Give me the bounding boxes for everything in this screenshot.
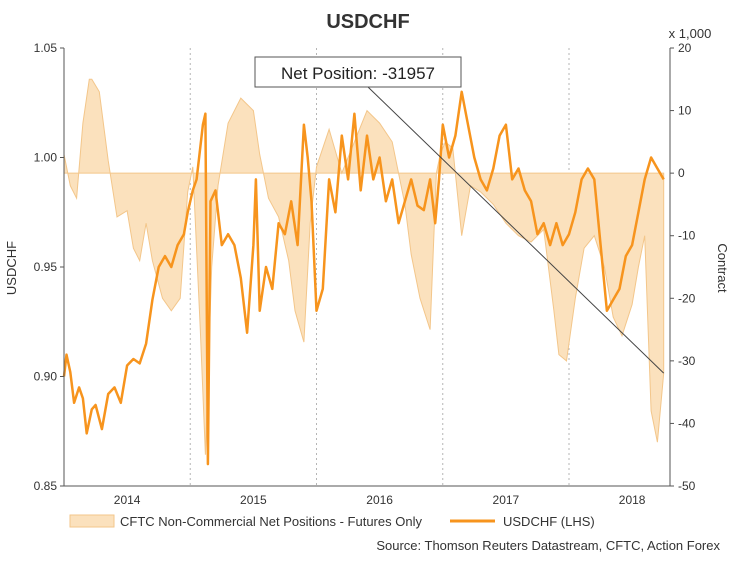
x-tick-label: 2014: [114, 493, 141, 507]
left-tick-label: 0.95: [34, 260, 58, 274]
chart-title: USDCHF: [326, 11, 409, 33]
left-tick-label: 0.90: [34, 370, 58, 384]
annotation-box: [254, 56, 462, 88]
right-axis-label: Contract: [715, 243, 730, 293]
annotation-text: Net Position: -31957: [281, 64, 435, 83]
gridlines: [189, 48, 570, 486]
right-tick-label: -40: [678, 416, 696, 430]
legend: CFTC Non-Commercial Net Positions - Futu…: [69, 514, 595, 529]
legend-area-label: CFTC Non-Commercial Net Positions - Futu…: [120, 514, 422, 529]
right-axis-unit: x 1,000: [669, 26, 712, 41]
net-positions-area-path: [63, 78, 665, 455]
left-axis-label: USDCHF: [4, 241, 19, 295]
usdchf-line: [62, 90, 665, 466]
net-positions-area: [63, 78, 665, 455]
x-tick-label: 2017: [493, 493, 520, 507]
x-tick-label: 2015: [240, 493, 267, 507]
x-tick-label: 2016: [366, 493, 393, 507]
annotation: Net Position: -31957: [254, 56, 665, 374]
annotation-pointer: [367, 86, 665, 374]
right-tick-label: 20: [678, 41, 692, 55]
x-tick-label: 2018: [619, 493, 646, 507]
usdchf-line-path: [62, 90, 665, 466]
left-tick-label: 1.05: [34, 41, 58, 55]
right-tick-label: -30: [678, 354, 696, 368]
legend-area-swatch: [69, 514, 115, 528]
source-note: Source: Thomson Reuters Datastream, CFTC…: [376, 538, 720, 553]
right-tick-label: 10: [678, 104, 692, 118]
right-tick-label: 0: [678, 166, 685, 180]
right-tick-label: -50: [678, 479, 696, 493]
right-tick-label: -10: [678, 229, 696, 243]
left-tick-label: 1.00: [34, 151, 58, 165]
right-tick-label: -20: [678, 291, 696, 305]
tick-labels: 1.05 1.00 0.95 0.90 0.85 20 10 0 -10 -20 -30 -40 -50…: [34, 41, 696, 507]
left-tick-label: 0.85: [34, 479, 58, 493]
legend-line-label: USDCHF (LHS): [503, 514, 595, 529]
